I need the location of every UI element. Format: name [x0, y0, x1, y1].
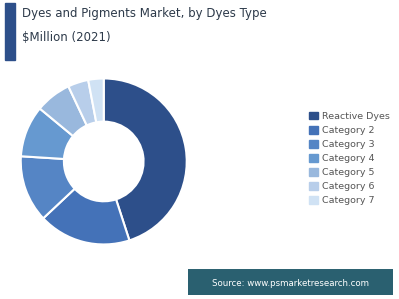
- Wedge shape: [21, 109, 73, 159]
- Wedge shape: [104, 78, 187, 240]
- Wedge shape: [43, 189, 129, 245]
- Wedge shape: [68, 80, 96, 125]
- Wedge shape: [88, 78, 104, 122]
- Wedge shape: [40, 86, 87, 136]
- Wedge shape: [21, 156, 75, 218]
- Text: Source: www.psmarketresearch.com: Source: www.psmarketresearch.com: [212, 279, 369, 288]
- Text: Dyes and Pigments Market, by Dyes Type: Dyes and Pigments Market, by Dyes Type: [22, 7, 267, 20]
- FancyBboxPatch shape: [179, 269, 399, 295]
- Text: $Million (2021): $Million (2021): [22, 31, 111, 44]
- Legend: Reactive Dyes, Category 2, Category 3, Category 4, Category 5, Category 6, Categ: Reactive Dyes, Category 2, Category 3, C…: [309, 112, 390, 205]
